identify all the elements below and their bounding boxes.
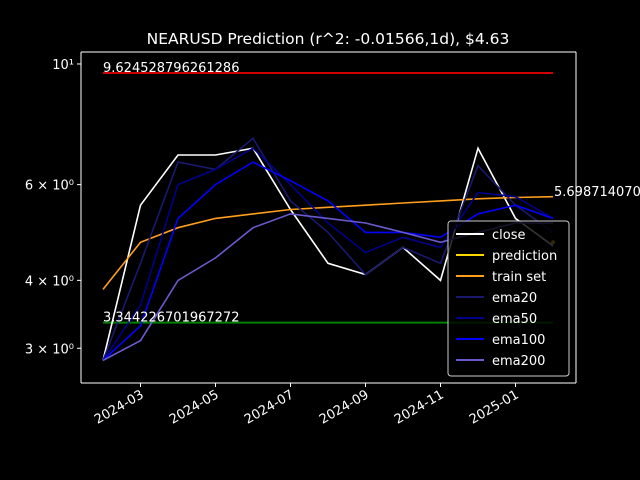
- legend-label: train set: [492, 270, 546, 285]
- legend-label: ema20: [492, 291, 537, 306]
- line-series: [102, 195, 554, 290]
- line-series: [102, 147, 554, 361]
- x-tick-label: 2024-03: [92, 387, 147, 427]
- legend-label: prediction: [492, 249, 557, 264]
- x-tick-label: 2024-11: [392, 387, 447, 427]
- line-series: [102, 137, 554, 361]
- legend-label: ema50: [492, 312, 537, 327]
- y-tick-label: 6 × 10⁰: [25, 179, 74, 194]
- hline-label: 3.344226701967272: [103, 311, 239, 326]
- legend-label: ema200: [492, 354, 545, 369]
- legend-label: ema100: [492, 333, 545, 348]
- legend-label: close: [492, 228, 525, 243]
- x-tick-label: 2024-05: [167, 387, 222, 427]
- x-tick-label: 2024-09: [317, 387, 372, 427]
- y-tick-label: 10¹: [52, 58, 74, 73]
- x-tick-label: 2025-01: [467, 387, 522, 427]
- y-tick-label: 3 × 10⁰: [25, 342, 74, 357]
- line-series: [102, 146, 554, 361]
- y-tick-label: 4 × 10⁰: [25, 274, 74, 289]
- plot-area: [102, 72, 555, 362]
- legend-box: [447, 220, 570, 377]
- chart-title: NEARUSD Prediction (r^2: -0.01566,1d), $…: [147, 30, 510, 48]
- end-annotation: 5.698714070: [554, 185, 640, 200]
- hline-label: 9.624528796261286: [103, 61, 239, 76]
- x-tick-label: 2024-07: [242, 387, 297, 427]
- line-series: [102, 161, 554, 361]
